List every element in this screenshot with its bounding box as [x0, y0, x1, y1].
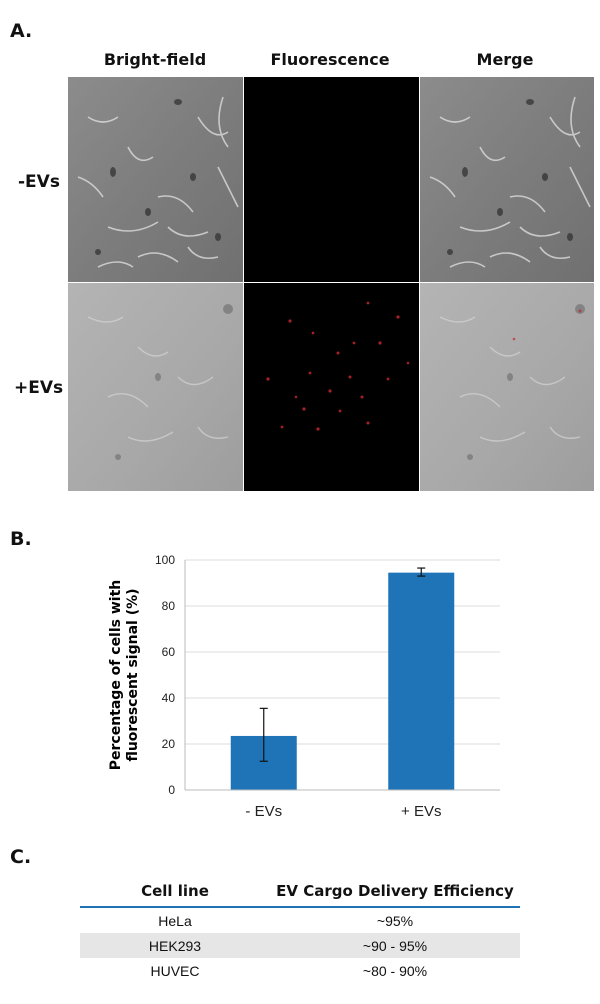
cell-line: HUVEC [150, 962, 200, 979]
y-tick-label: 40 [162, 691, 176, 705]
image-fluorescence-minus-evs [244, 77, 419, 282]
panel-a-label: A. [10, 20, 33, 42]
header-cell-line: Cell line [80, 878, 270, 908]
x-tick-label: - EVs [245, 803, 282, 820]
table-row: HeLa ~95% [80, 907, 520, 933]
efficiency: ~80 - 90% [362, 962, 428, 979]
row-label-minus-evs: -EVs [18, 172, 60, 192]
table-row: HUVEC ~80 - 90% [80, 958, 520, 983]
image-brightfield-plus-evs [68, 283, 243, 491]
image-merge-minus-evs [420, 77, 594, 282]
cell-line: HeLa [158, 912, 192, 929]
y-tick-label: 20 [162, 737, 176, 751]
delivery-efficiency-table: Cell line EV Cargo Delivery Efficiency H… [80, 878, 520, 983]
y-tick-label: 60 [162, 645, 176, 659]
y-tick-label: 100 [155, 553, 175, 567]
row-label-plus-evs: +EVs [14, 378, 64, 398]
column-label-fluorescence: Fluorescence [270, 50, 390, 69]
image-fluorescence-plus-evs [244, 283, 419, 491]
efficiency: ~90 - 95% [270, 933, 520, 958]
micrograph-grid [68, 77, 594, 491]
y-axis-label: Percentage of cells withfluorescent sign… [108, 580, 141, 771]
column-label-bright-field: Bright-field [103, 50, 207, 69]
y-tick-label: 80 [162, 599, 176, 613]
x-tick-label: + EVs [401, 803, 441, 820]
header-efficiency: EV Cargo Delivery Efficiency [270, 878, 520, 908]
image-brightfield-minus-evs [68, 77, 243, 282]
y-tick-label: 0 [168, 783, 175, 797]
cell-line: HEK293 [80, 933, 270, 958]
chart-bars [230, 567, 455, 790]
bar-chart: 0 20 40 60 80 100 - EVs + EVs Percentage of ce… [108, 553, 500, 820]
efficiency: ~95% [376, 912, 414, 929]
image-merge-plus-evs [420, 283, 594, 491]
column-label-merge: Merge [476, 50, 534, 69]
panel-c-label: C. [10, 846, 32, 868]
x-axis: - EVs + EVs [185, 789, 500, 820]
panel-b-label: B. [10, 528, 32, 550]
bar [388, 572, 455, 790]
y-axis: 0 20 40 60 80 100 [155, 553, 186, 797]
table-row: HEK293 ~90 - 95% [80, 933, 520, 958]
